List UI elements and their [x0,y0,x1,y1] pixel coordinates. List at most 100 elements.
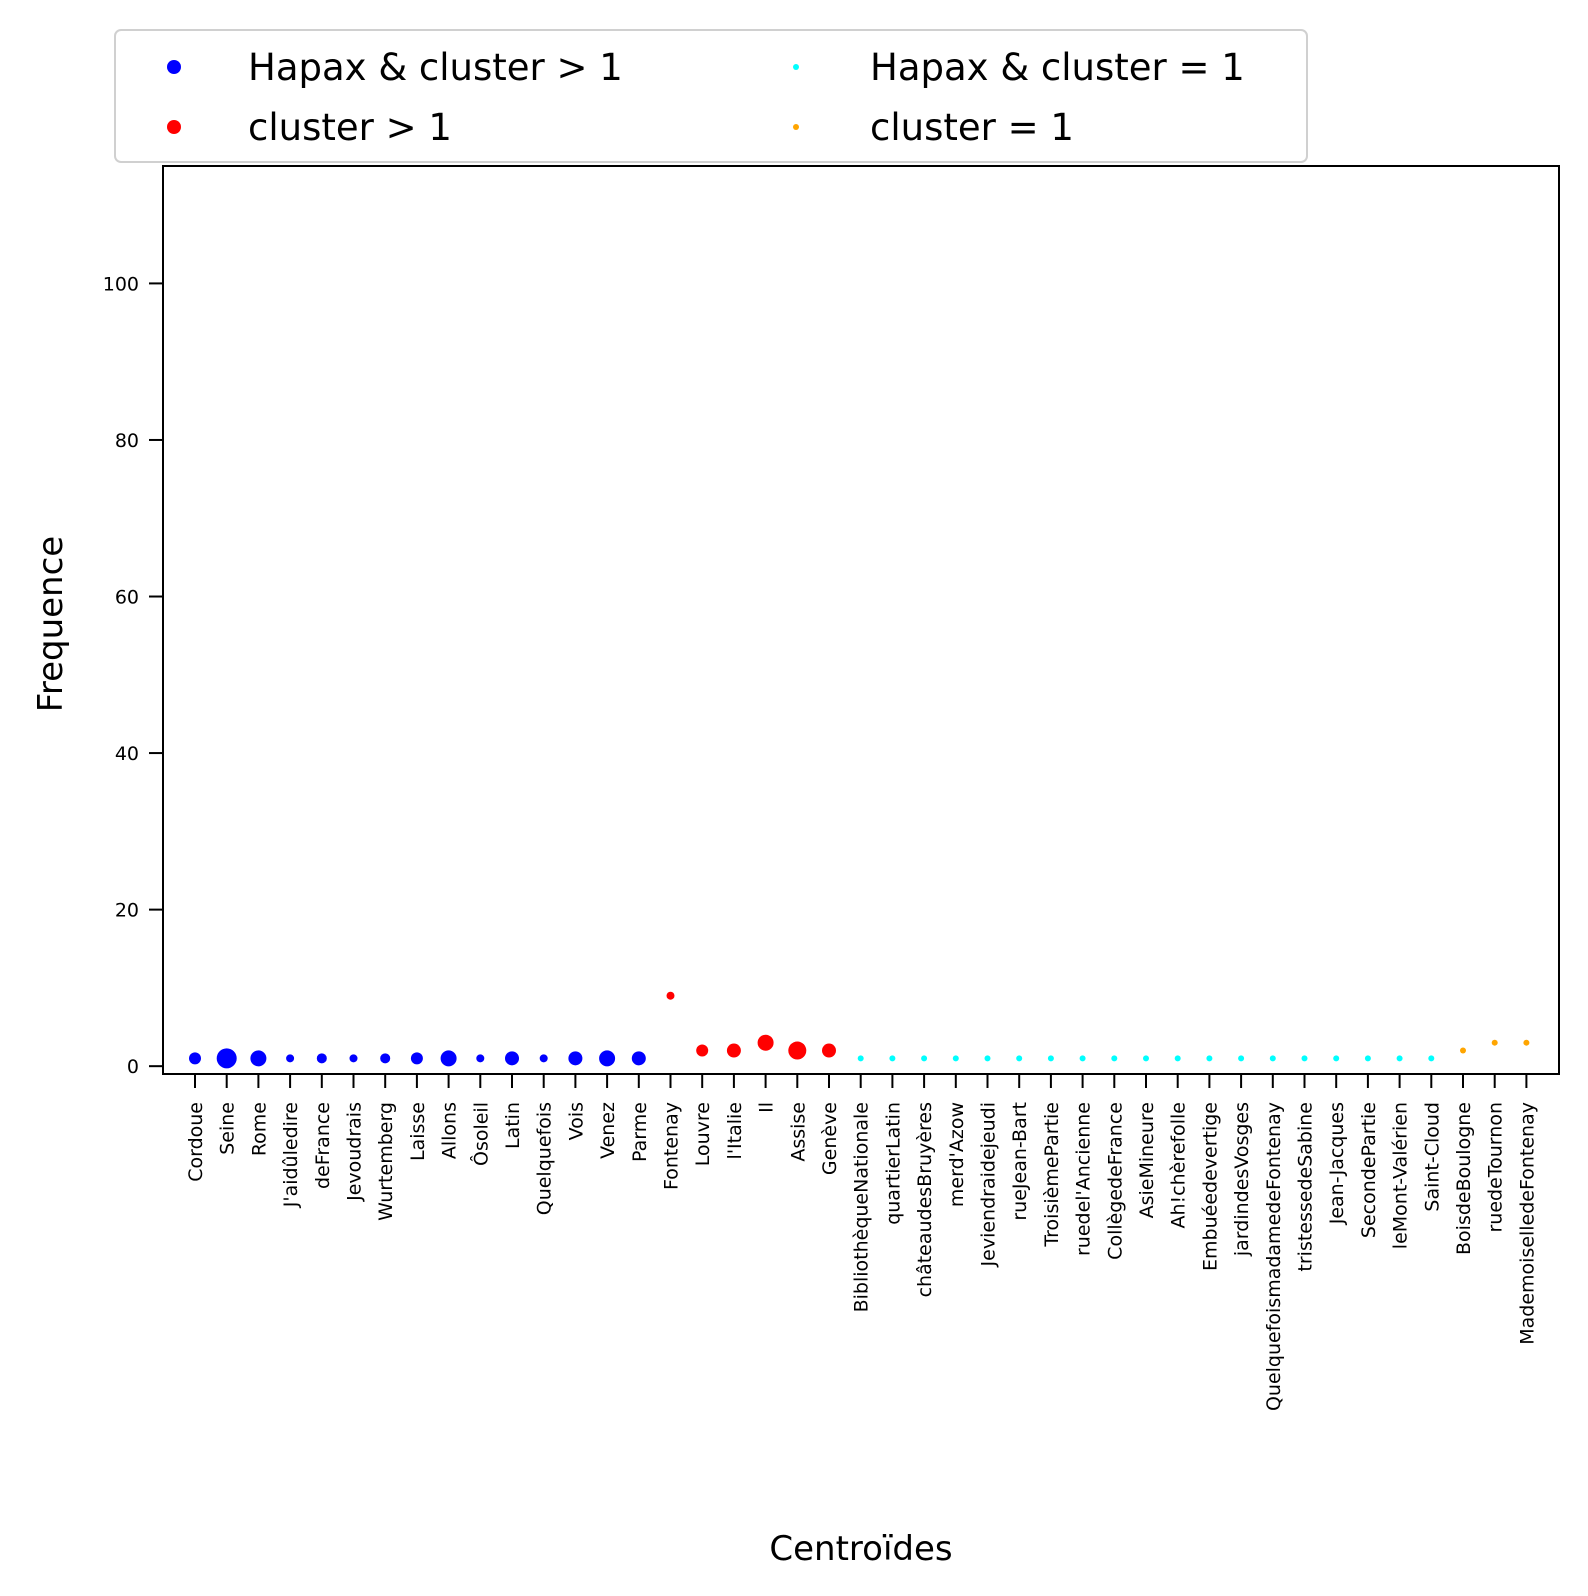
x-tick-label: TroisièmePartie [1041,1102,1063,1248]
data-point [1143,1055,1149,1062]
data-point [1428,1055,1435,1062]
x-tick-label: jardindesVosges [1231,1102,1253,1257]
x-tick-label: Jevoudrais [344,1102,366,1202]
y-axis: 0 20 40 60 80 100 [103,273,163,1078]
x-tick-label: Parme [629,1102,651,1162]
x-tick-label: Cordoue [185,1102,207,1182]
x-tick-label: merd'Azow [946,1102,968,1207]
x-tick-label: deFrance [312,1102,334,1189]
data-point [666,991,675,1000]
data-point [1238,1055,1245,1062]
data-point [921,1055,928,1062]
x-tick-label: SecondePartie [1358,1102,1380,1238]
data-point [286,1054,295,1063]
x-tick-label: Assise [787,1102,809,1162]
x-tick-label: Vois [565,1102,587,1140]
x-tick-label: tristessedeSabine [1295,1102,1317,1272]
data-point [189,1052,201,1065]
x-tick-label: l'Italie [724,1102,746,1159]
x-tick-label: ruedeTournon [1485,1102,1507,1233]
data-point [952,1055,959,1062]
data-point [1364,1055,1371,1062]
x-tick-label: Ah!chèrefolle [1168,1102,1190,1228]
plot-area [162,165,1560,1075]
data-point [1206,1055,1213,1062]
data-point [568,1051,583,1066]
x-tick-label: quartierLatin [882,1102,904,1225]
x-tick-label: QuelquefoismadamedeFontenay [1263,1102,1285,1411]
data-point [1079,1055,1086,1062]
y-tick-label: 80 [115,430,139,452]
x-axis: Cordoue Seine Rome J'aidûledire deFrance Jevo… [185,1074,1538,1411]
x-tick-label: Latin [502,1102,524,1149]
data-point [1111,1055,1118,1062]
x-tick-label: Allons [439,1102,461,1159]
y-tick-label: 20 [115,900,139,922]
legend-marker [793,64,799,70]
data-point [1396,1055,1403,1062]
x-tick-label: Il [756,1102,778,1113]
data-point [984,1055,991,1062]
data-point [349,1054,358,1063]
x-tick-label: BibliothèqueNationale [851,1102,873,1312]
data-point [380,1053,391,1064]
x-tick-label: Ôsoleil [468,1102,492,1166]
data-point [599,1050,616,1067]
data-point [216,1048,237,1069]
y-tick-label: 0 [127,1056,139,1078]
legend: Hapax & cluster > 1 cluster > 1 Hapax & cl… [114,29,1308,163]
data-point [1333,1055,1340,1062]
data-point [1047,1055,1054,1062]
x-tick-label: Quelquefois [534,1102,556,1215]
data-point [788,1041,807,1060]
x-tick-label: leMont-Valérien [1390,1102,1412,1249]
data-point [539,1054,548,1063]
data-points [189,991,1530,1069]
x-tick-label: rueJean-Bart [1009,1102,1031,1221]
data-point [1491,1039,1498,1046]
x-tick-label: MademoiselledeFontenay [1516,1102,1538,1345]
legend-marker [793,124,799,130]
data-point [476,1054,485,1063]
data-point [505,1051,519,1066]
x-tick-label: châteaudesBruyères [914,1102,936,1297]
x-tick-label: Seine [217,1102,239,1155]
data-point [696,1044,709,1057]
x-tick-label: CollègedeFrance [1104,1102,1126,1260]
x-tick-label: ruedel'Ancienne [1073,1102,1095,1256]
data-point [1460,1047,1466,1054]
legend-label: Hapax & cluster = 1 [870,46,1245,89]
data-point [250,1050,267,1067]
data-point [757,1034,774,1051]
data-point [726,1043,741,1058]
x-tick-label: J'aidûledire [280,1102,302,1208]
x-tick-label: Rome [248,1102,270,1156]
data-point [1016,1055,1023,1062]
data-point [1174,1055,1181,1062]
legend-frame [114,29,1308,163]
x-tick-label: Genève [819,1102,841,1175]
x-tick-label: Laisse [407,1102,429,1161]
x-tick-label: BoisdeBoulogne [1453,1102,1475,1255]
x-tick-label: Jean-Jacques [1326,1102,1348,1225]
x-tick-label: Fontenay [661,1102,683,1190]
x-tick-label: Jeviendraidejeudi [978,1102,1000,1267]
x-axis-label: Centroïdes [769,1529,952,1569]
legend-label: cluster > 1 [248,106,452,149]
data-point [1523,1039,1530,1046]
data-point [889,1055,896,1062]
x-tick-label: Embuéedevertige [1199,1102,1221,1271]
y-tick-label: 60 [115,587,139,609]
data-point [822,1043,836,1058]
data-point [857,1055,864,1062]
data-point [316,1053,327,1064]
data-point [631,1051,646,1066]
x-tick-label: Louvre [692,1102,714,1166]
x-tick-label: AsieMineure [1136,1102,1158,1218]
data-point [410,1052,423,1065]
legend-label: cluster = 1 [870,106,1074,149]
y-tick-label: 40 [115,743,139,765]
x-tick-label: Saint-Cloud [1421,1102,1443,1212]
y-tick-label: 100 [103,273,139,295]
